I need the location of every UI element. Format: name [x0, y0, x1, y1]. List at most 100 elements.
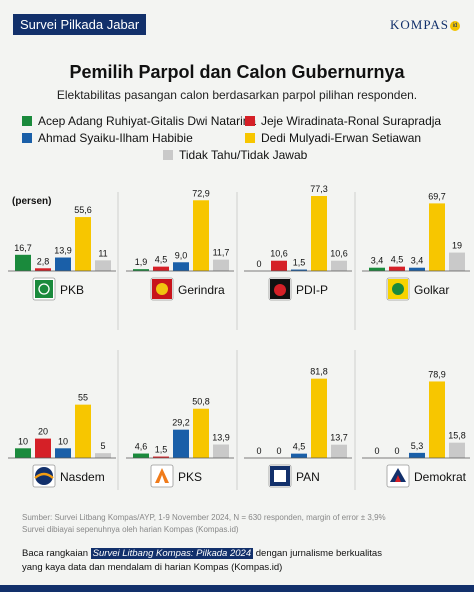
bottom-bar — [0, 585, 474, 592]
legend: Acep Adang Ruhiyat-Gitalis Dwi Natarina … — [0, 0, 474, 170]
bar-pks-5 — [213, 444, 229, 458]
survey-tag: Survei Pilkada Jabar — [13, 14, 147, 35]
bar-nasdem-5 — [95, 453, 111, 458]
legend-swatch-green — [22, 116, 32, 126]
value-label-golkar-3: 3,4 — [411, 256, 424, 266]
logo-badge: id — [450, 21, 460, 32]
value-label-pan-4: 81,8 — [310, 367, 328, 377]
call-to-action: Baca rangkaian Survei Litbang Kompas: Pi… — [22, 547, 382, 575]
pks-logo-icon — [150, 464, 174, 488]
value-label-pan-3: 4,5 — [293, 442, 306, 452]
bar-golkar-3 — [409, 267, 425, 271]
value-label-pks-1: 4,6 — [135, 442, 148, 452]
legend-label: Dedi Mulyadi-Erwan Setiawan — [261, 131, 422, 145]
legend-swatch-yellow — [245, 133, 255, 143]
value-label-pks-4: 50,8 — [192, 397, 210, 407]
bar-pdip-2 — [271, 260, 287, 271]
value-label-pks-2: 1,5 — [155, 445, 168, 455]
gerindra-logo-icon — [150, 277, 174, 301]
golkar-logo-icon — [386, 277, 410, 301]
bar-demokrat-5 — [449, 442, 465, 458]
value-label-nasdem-1: 10 — [18, 436, 28, 446]
value-label-gerindra-4: 72,9 — [192, 188, 210, 198]
chart-subtitle: Elektabilitas pasangan calon berdasarkan… — [56, 88, 418, 102]
party-name-pdip: PDI-P — [296, 283, 328, 297]
value-label-pdip-3: 1,5 — [293, 258, 306, 268]
value-label-pkb-3: 13,9 — [54, 246, 72, 256]
value-label-pan-1: 0 — [256, 446, 261, 456]
bar-demokrat-4 — [429, 381, 445, 458]
bar-gerindra-1 — [133, 269, 149, 271]
value-label-demokrat-3: 5,3 — [411, 441, 424, 451]
legend-swatch-blue — [22, 133, 32, 143]
party-name-pan: PAN — [296, 470, 320, 484]
party-name-demokrat: Demokrat — [414, 470, 467, 484]
bar-gerindra-5 — [213, 259, 229, 271]
bar-pks-4 — [193, 408, 209, 458]
bar-pks-2 — [153, 456, 169, 458]
legend-item-jeje: Jeje Wiradinata-Ronal Surapradja — [245, 114, 441, 128]
legend-label: Jeje Wiradinata-Ronal Surapradja — [261, 114, 442, 128]
bar-pkb-5 — [95, 260, 111, 271]
unit-label: (persen) — [12, 196, 51, 207]
value-label-demokrat-4: 78,9 — [428, 369, 446, 379]
pan-logo-icon — [268, 464, 292, 488]
cta-link[interactable]: Survei Litbang Kompas: Pilkada 2024 — [90, 548, 254, 559]
value-label-nasdem-3: 10 — [58, 436, 68, 446]
value-label-nasdem-4: 55 — [78, 393, 88, 403]
value-label-golkar-5: 19 — [452, 241, 462, 251]
value-label-demokrat-1: 0 — [374, 446, 379, 456]
bar-pdip-5 — [331, 260, 347, 271]
pkb-logo-icon — [32, 277, 56, 301]
bar-golkar-5 — [449, 252, 465, 271]
bar-nasdem-2 — [35, 438, 51, 458]
value-label-gerindra-1: 1,9 — [135, 257, 148, 267]
party-bar-charts: (persen) 16,7 2,8 13,9 55,6 11 PKB 1,9 4,5 9,0 72,… — [8, 184, 470, 490]
value-label-golkar-2: 4,5 — [391, 255, 404, 265]
bar-nasdem-4 — [75, 404, 91, 458]
legend-item-dedi: Dedi Mulyadi-Erwan Setiawan — [245, 131, 421, 145]
bar-pan-5 — [331, 444, 347, 458]
bar-nasdem-1 — [15, 448, 31, 458]
bar-pkb-2 — [35, 268, 51, 271]
bar-golkar-1 — [369, 267, 385, 271]
bar-gerindra-3 — [173, 262, 189, 271]
demokrat-logo-icon — [386, 464, 410, 488]
value-label-pkb-1: 16,7 — [14, 243, 32, 253]
cta-pre: Baca rangkaian — [22, 548, 91, 559]
value-label-pkb-5: 11 — [98, 248, 107, 258]
bar-gerindra-2 — [153, 266, 169, 271]
party-name-pks: PKS — [178, 470, 202, 484]
legend-swatch-gray — [163, 150, 173, 160]
bar-demokrat-3 — [409, 452, 425, 458]
logo-text: KOMPAS — [390, 17, 449, 32]
legend-swatch-red — [245, 116, 255, 126]
value-label-golkar-1: 3,4 — [371, 256, 384, 266]
legend-label: Acep Adang Ruhiyat-Gitalis Dwi Natarina — [38, 114, 257, 128]
legend-label: Tidak Tahu/Tidak Jawab — [179, 148, 308, 162]
value-label-gerindra-2: 4,5 — [155, 255, 168, 265]
bar-golkar-2 — [389, 266, 405, 271]
bar-pks-3 — [173, 429, 189, 458]
bar-pdip-4 — [311, 196, 327, 271]
value-label-demokrat-5: 15,8 — [448, 431, 466, 441]
party-name-pkb: PKB — [60, 283, 84, 297]
value-label-pdip-1: 0 — [256, 259, 261, 269]
bar-nasdem-3 — [55, 448, 71, 458]
pdip-logo-icon — [268, 277, 292, 301]
bar-pan-3 — [291, 453, 307, 458]
kompas-logo: KOMPAS id — [390, 17, 460, 33]
legend-item-ahmad: Ahmad Syaiku-Ilham Habibie — [22, 131, 193, 145]
legend-label: Ahmad Syaiku-Ilham Habibie — [38, 131, 193, 145]
cta-post: dengan jurnalisme berkualitas — [253, 548, 382, 559]
bar-golkar-4 — [429, 203, 445, 271]
nasdem-logo-icon — [32, 464, 56, 488]
value-label-gerindra-3: 9,0 — [175, 250, 188, 260]
legend-item-tidak-tahu: Tidak Tahu/Tidak Jawab — [163, 148, 307, 162]
value-label-pks-5: 13,9 — [212, 433, 230, 443]
bar-pdip-3 — [291, 269, 307, 271]
source-note: Sumber: Survei Litbang Kompas/AYP, 1-9 N… — [22, 512, 386, 536]
party-name-nasdem: Nasdem — [60, 470, 105, 484]
value-label-pan-2: 0 — [276, 446, 281, 456]
value-label-pan-5: 13,7 — [330, 433, 348, 443]
